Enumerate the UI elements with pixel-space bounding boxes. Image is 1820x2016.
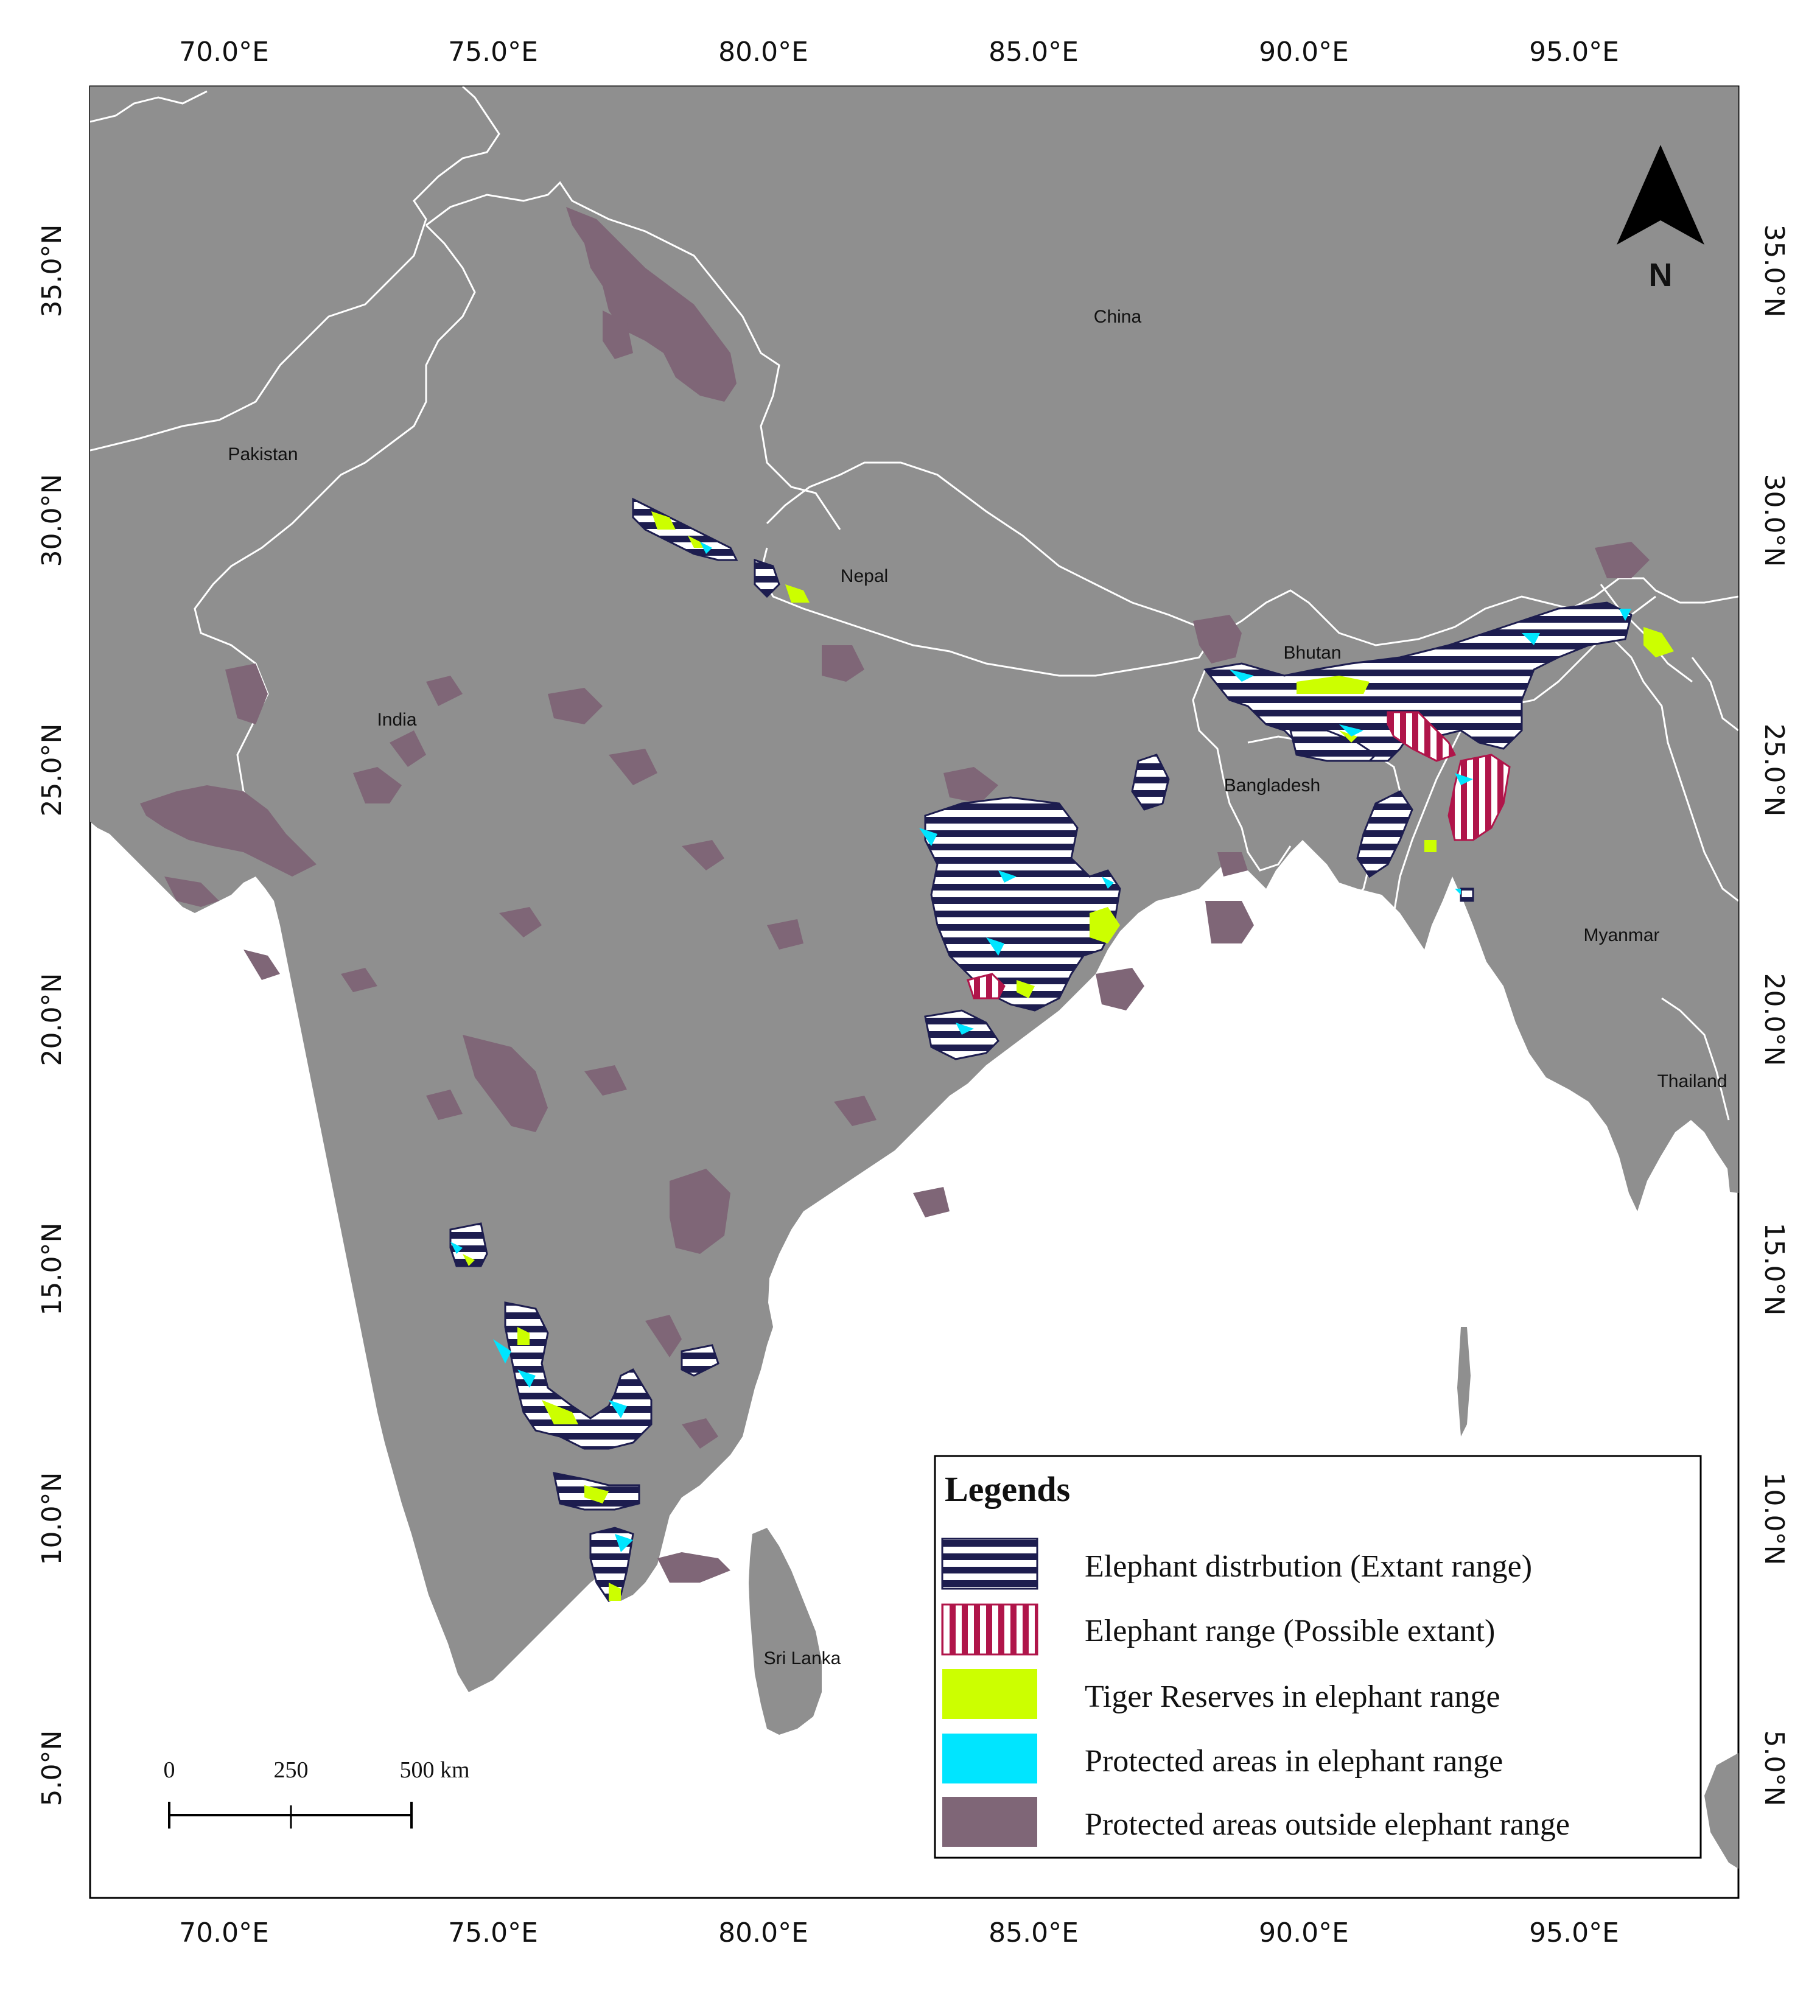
x-tick-label: 85.0°E (989, 37, 1079, 68)
southeast-asia-land (1704, 1753, 1738, 1869)
andaman-islands (1457, 1327, 1471, 1437)
country-label-india: India (377, 710, 416, 730)
sri-lanka-land (749, 1528, 822, 1735)
protected-areas-outside (140, 207, 1650, 1583)
legend-label-tiger: Tiger Reserves in elephant range (1085, 1679, 1500, 1714)
x-tick-label: 80.0°E (718, 37, 808, 68)
country-label-nepal: Nepal (841, 566, 888, 586)
x-tick-label: 75.0°E (448, 37, 538, 68)
y-axis-left: 35.0°N 30.0°N 25.0°N 20.0°N 15.0°N 10.0°… (37, 225, 68, 1807)
y-tick-label: 25.0°N (1759, 724, 1790, 817)
y-tick-label: 35.0°N (1759, 225, 1790, 318)
tiger-reserves (463, 511, 1674, 1601)
north-label: N (1649, 257, 1673, 293)
x-tick-label: 80.0°E (718, 1917, 808, 1948)
y-tick-label: 20.0°N (1759, 973, 1790, 1066)
y-tick-label: 15.0°N (1759, 1223, 1790, 1316)
x-axis-top: 70.0°E 75.0°E 80.0°E 85.0°E 90.0°E 95.0°… (179, 37, 1619, 68)
country-label-sri-lanka: Sri Lanka (764, 1648, 841, 1668)
x-tick-label: 95.0°E (1529, 37, 1619, 68)
y-tick-label: 20.0°N (37, 973, 68, 1066)
y-tick-label: 30.0°N (1759, 474, 1790, 567)
x-tick-label: 90.0°E (1259, 37, 1349, 68)
legend-label-protected-in: Protected areas in elephant range (1085, 1744, 1503, 1779)
north-arrow-icon (1617, 145, 1704, 245)
legend-swatch-tiger (942, 1669, 1037, 1719)
country-label-bhutan: Bhutan (1283, 643, 1341, 663)
x-tick-label: 95.0°E (1529, 1917, 1619, 1948)
country-labels: China Pakistan Nepal Bhutan India Bangla… (228, 307, 1727, 1668)
x-tick-label: 90.0°E (1259, 1917, 1349, 1948)
scale-label-500: 500 km (399, 1757, 469, 1783)
y-tick-label: 10.0°N (37, 1472, 68, 1566)
x-tick-label: 70.0°E (179, 1917, 269, 1948)
legend: Legends Elephant distrbution (Extant ran… (934, 1455, 1702, 1859)
north-arrow: N (1617, 145, 1704, 293)
x-tick-label: 85.0°E (989, 1917, 1079, 1948)
elephant-extant-range (449, 497, 1633, 1602)
country-label-bangladesh: Bangladesh (1224, 775, 1320, 796)
country-label-thailand: Thailand (1657, 1071, 1727, 1091)
landmass (90, 86, 1738, 1692)
legend-swatch-possible (941, 1603, 1038, 1656)
x-tick-label: 70.0°E (179, 37, 269, 68)
x-tick-label: 75.0°E (448, 1917, 538, 1948)
scale-bar: 0 250 500 km (164, 1757, 470, 1829)
legend-title: Legends (945, 1469, 1070, 1509)
protected-areas-in-range (450, 542, 1631, 1552)
y-tick-label: 10.0°N (1759, 1472, 1790, 1566)
y-tick-label: 5.0°N (1759, 1731, 1790, 1807)
y-axis-right: 35.0°N 30.0°N 25.0°N 20.0°N 15.0°N 10.0°… (1759, 225, 1790, 1807)
legend-swatch-protected-in (942, 1734, 1037, 1783)
country-label-china: China (1094, 307, 1142, 327)
legend-box (934, 1455, 1702, 1859)
legend-label-protected-out: Protected areas outside elephant range (1085, 1807, 1570, 1842)
scale-label-250: 250 (274, 1757, 309, 1783)
y-tick-label: 25.0°N (37, 724, 68, 817)
x-axis-bottom: 70.0°E 75.0°E 80.0°E 85.0°E 90.0°E 95.0°… (179, 1917, 1619, 1948)
scale-label-0: 0 (164, 1757, 175, 1783)
legend-label-possible: Elephant range (Possible extant) (1085, 1614, 1495, 1648)
y-tick-label: 35.0°N (37, 225, 68, 318)
legend-swatch-extant (941, 1538, 1038, 1590)
country-label-pakistan: Pakistan (228, 444, 298, 464)
country-label-myanmar: Myanmar (1583, 925, 1659, 945)
y-tick-label: 5.0°N (37, 1731, 68, 1807)
y-tick-label: 15.0°N (37, 1223, 68, 1316)
y-tick-label: 30.0°N (37, 474, 68, 567)
legend-label-extant: Elephant distrbution (Extant range) (1085, 1549, 1532, 1584)
legend-swatch-protected-out (942, 1797, 1037, 1847)
